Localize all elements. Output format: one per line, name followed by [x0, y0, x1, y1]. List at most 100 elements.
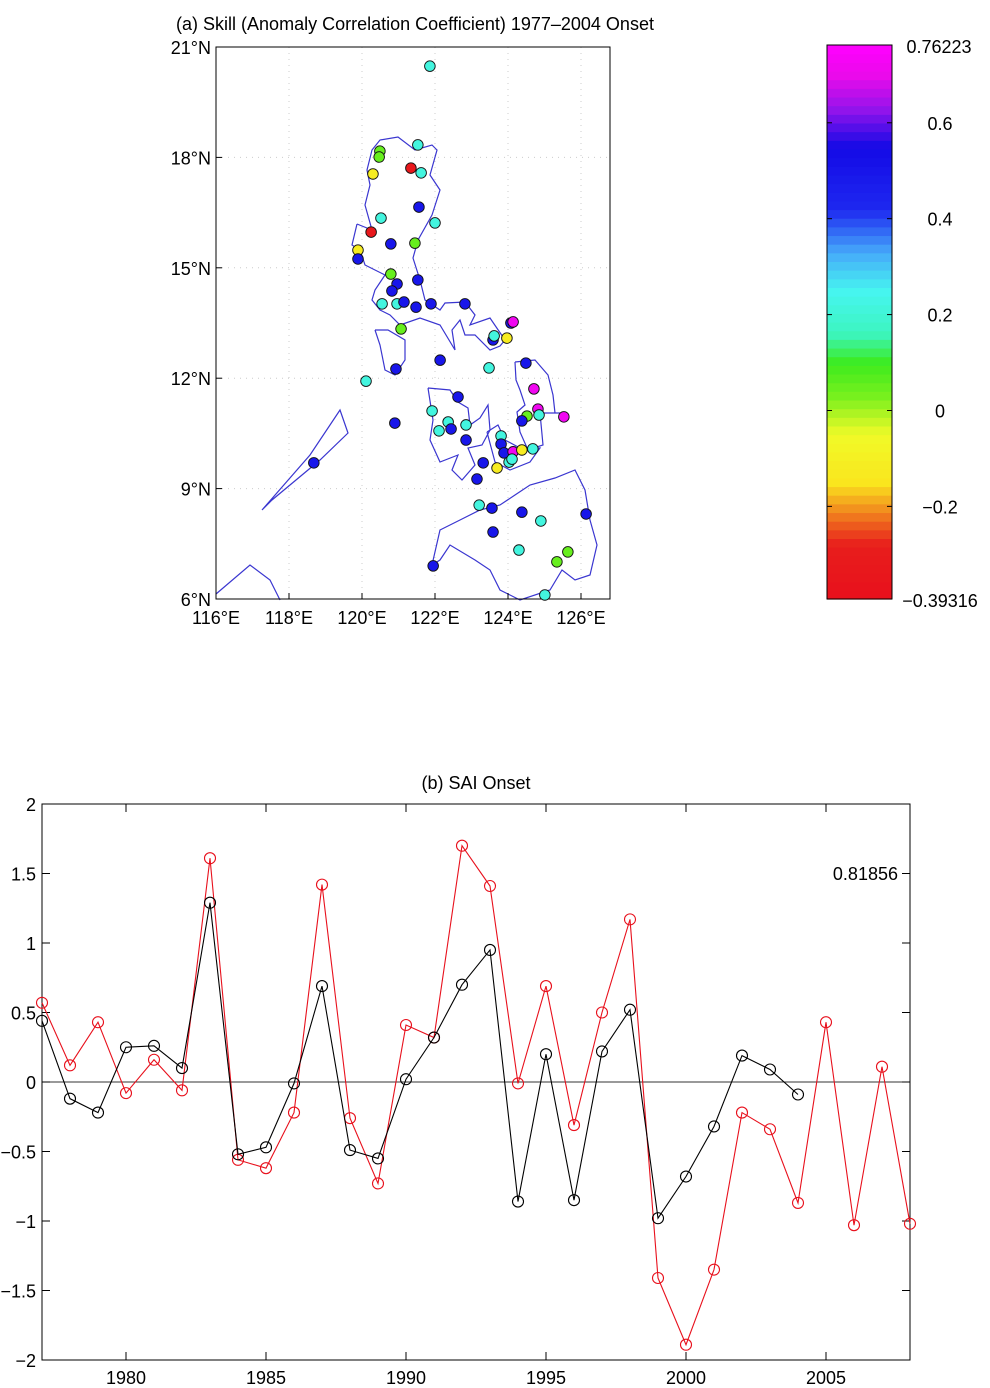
- data-point-black: [511, 1195, 525, 1208]
- station-marker: [487, 526, 499, 538]
- colorbar-tick-label: 0: [935, 401, 945, 421]
- y-tick-label: 2: [26, 795, 36, 815]
- coastline: [215, 136, 598, 601]
- station-marker: [562, 546, 574, 558]
- data-point-red: [511, 1077, 525, 1090]
- data-point-black: [679, 1170, 693, 1183]
- station-marker: [410, 301, 422, 313]
- data-point-red: [399, 1018, 413, 1032]
- colorbar-segment: [827, 521, 892, 531]
- station-marker: [516, 506, 528, 518]
- colorbar-segment: [827, 278, 892, 288]
- station-marker: [386, 285, 398, 297]
- colorbar-segment: [827, 270, 892, 280]
- colorbar-segment: [827, 200, 892, 211]
- colorbar-segment: [827, 122, 892, 133]
- station-marker: [385, 238, 397, 250]
- y-tick-label: −1: [15, 1212, 36, 1232]
- data-point-black: [455, 978, 469, 991]
- colorbar-segment: [827, 192, 892, 202]
- coastline-luzon: [351, 136, 506, 351]
- station-marker: [425, 298, 437, 310]
- station-markers: [308, 60, 592, 601]
- series-black: [35, 896, 805, 1225]
- data-point-red: [203, 852, 217, 865]
- station-marker: [360, 375, 372, 387]
- station-marker: [501, 332, 513, 344]
- colorbar-segment: [827, 382, 892, 392]
- colorbar-segment: [827, 573, 892, 583]
- data-point-red: [539, 980, 553, 993]
- map-x-tick-label: 116°E: [192, 608, 240, 628]
- station-marker: [535, 515, 547, 527]
- colorbar-segment: [827, 62, 892, 72]
- colorbar-segment: [827, 555, 892, 565]
- colorbar-min-label: −0.39316: [902, 591, 978, 611]
- data-point-red: [819, 1016, 833, 1029]
- station-marker: [413, 201, 425, 213]
- colorbar-segment: [827, 399, 892, 410]
- data-point-black: [287, 1077, 301, 1090]
- station-marker: [520, 357, 532, 369]
- colorbar-segment: [827, 330, 892, 340]
- colorbar-segment: [827, 529, 892, 540]
- station-marker: [385, 268, 397, 280]
- data-point-red: [903, 1217, 917, 1230]
- station-marker: [452, 391, 464, 403]
- data-point-red: [91, 1016, 105, 1029]
- data-point-red: [623, 913, 637, 926]
- colorbar-segment: [827, 581, 892, 591]
- data-point-black: [343, 1144, 357, 1157]
- data-point-black: [231, 1148, 245, 1161]
- station-marker: [488, 330, 500, 342]
- station-marker: [459, 298, 471, 310]
- data-point-black: [203, 896, 217, 909]
- data-point-black: [623, 1003, 637, 1016]
- station-marker: [352, 253, 364, 265]
- colorbar-segment: [827, 140, 892, 150]
- station-marker: [415, 167, 427, 179]
- y-tick-label: −2: [15, 1351, 36, 1371]
- station-marker: [308, 457, 320, 469]
- station-marker: [412, 274, 424, 286]
- colorbar-tick-label: 0.2: [927, 306, 952, 326]
- map-y-tick-label: 9°N: [181, 480, 211, 500]
- map-tick-labels: 116°E 118°E 120°E 122°E 124°E 126°E 6°N 9°N 12°N…: [171, 38, 606, 628]
- y-tick-label: −0.5: [0, 1143, 36, 1163]
- colorbar-segment: [827, 365, 892, 375]
- station-marker: [424, 60, 436, 72]
- colorbar-segment: [827, 209, 892, 219]
- station-marker: [580, 508, 592, 520]
- map-y-tick-label: 6°N: [181, 590, 211, 610]
- data-point-black: [791, 1088, 805, 1101]
- colorbar-segment: [827, 105, 892, 115]
- colorbar-segment: [827, 261, 892, 271]
- data-point-black: [763, 1063, 777, 1076]
- map-gridlines: [216, 47, 610, 599]
- colorbar-segment: [827, 70, 892, 81]
- line-axis-ticks: 1980 1985 1990 1995 2000 2005 2 1.5 1 0.5 0 −0.5 −1 −…: [0, 795, 910, 1388]
- data-point-red: [595, 1006, 609, 1019]
- data-point-red: [679, 1338, 693, 1351]
- data-point-red: [763, 1123, 777, 1136]
- data-point-black: [735, 1049, 749, 1062]
- data-point-black: [35, 1014, 49, 1027]
- station-marker: [513, 544, 525, 556]
- station-marker: [471, 473, 483, 485]
- colorbar-segment: [827, 148, 892, 159]
- x-tick-label: 1995: [526, 1368, 566, 1388]
- station-marker: [533, 409, 545, 421]
- data-point-black: [539, 1048, 553, 1061]
- data-point-black: [567, 1194, 581, 1207]
- colorbar-segment: [827, 252, 892, 263]
- station-marker: [539, 589, 551, 601]
- data-point-red: [875, 1060, 889, 1073]
- x-tick-label: 1985: [246, 1368, 286, 1388]
- data-point-black: [483, 943, 497, 957]
- colorbar-segment: [827, 373, 892, 384]
- data-point-red: [287, 1106, 301, 1119]
- data-point-red: [35, 996, 49, 1009]
- colorbar-segment: [827, 564, 892, 574]
- station-marker: [528, 383, 540, 395]
